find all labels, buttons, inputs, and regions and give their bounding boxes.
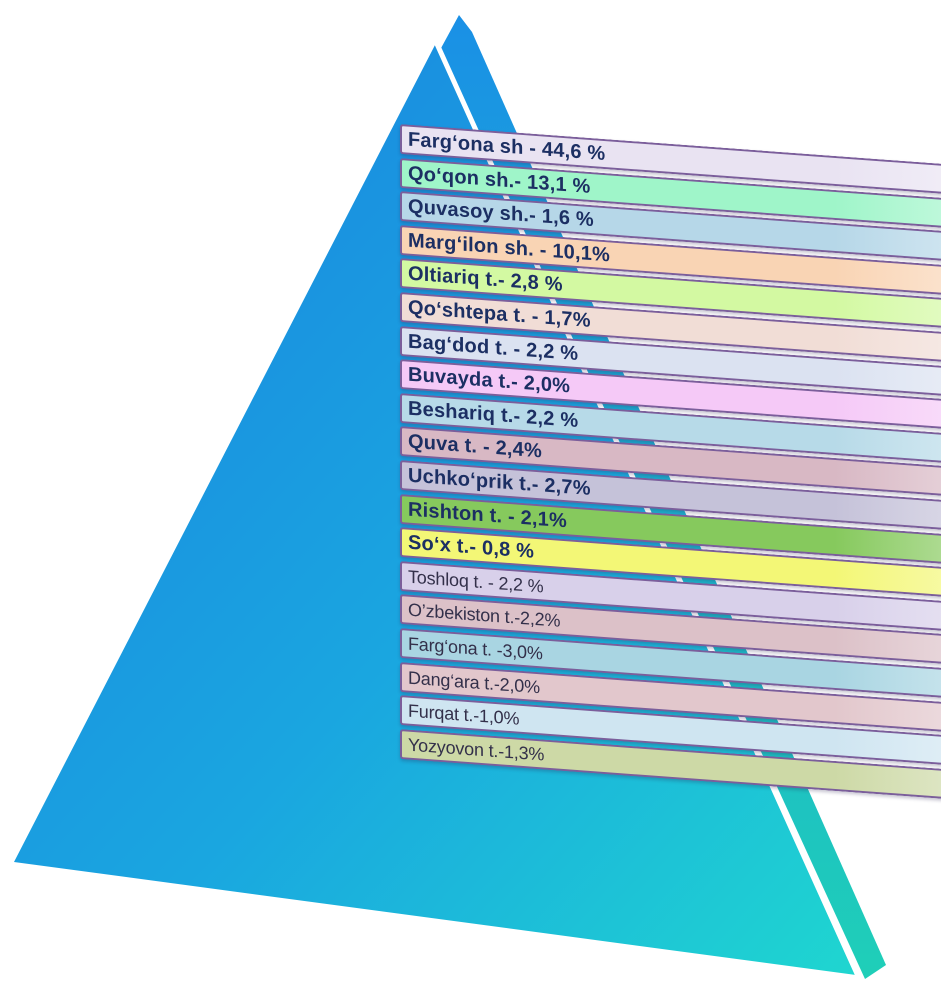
- district-label: O’zbekiston t.-2,2%: [408, 599, 561, 632]
- district-label: Quvasoy sh.- 1,6 %: [408, 195, 594, 232]
- district-label: Quva t. - 2,4%: [408, 430, 542, 463]
- district-label: Yozyovon t.-1,3%: [408, 734, 545, 765]
- district-label: So‘x t.- 0,8 %: [408, 531, 535, 563]
- district-label: Farg‘ona t. -3,0%: [408, 633, 543, 664]
- district-label: Furqat t.-1,0%: [408, 700, 520, 729]
- district-label: Rishton t. - 2,1%: [408, 498, 567, 532]
- district-label: Toshloq t. - 2,2 %: [408, 566, 544, 597]
- district-label: Uchko‘prik t.- 2,7%: [408, 464, 591, 500]
- district-label: Marg‘ilon sh. - 10,1%: [408, 229, 611, 267]
- district-label: Qo‘qon sh.- 13,1 %: [408, 162, 591, 198]
- district-share-list: Farg‘ona sh - 44,6 % Qo‘qon sh.- 13,1 % Qu…: [400, 124, 941, 808]
- district-label: Bag‘dod t. - 2,2 %: [408, 330, 579, 365]
- district-label: Oltiariq t.- 2,8 %: [408, 262, 563, 297]
- district-label: Beshariq t.- 2,2 %: [408, 397, 579, 432]
- district-label: Dang‘ara t.-2,0%: [408, 667, 540, 697]
- district-label: Qo‘shtepa t. - 1,7%: [408, 296, 591, 332]
- district-label: Buvayda t.- 2,0%: [408, 363, 571, 398]
